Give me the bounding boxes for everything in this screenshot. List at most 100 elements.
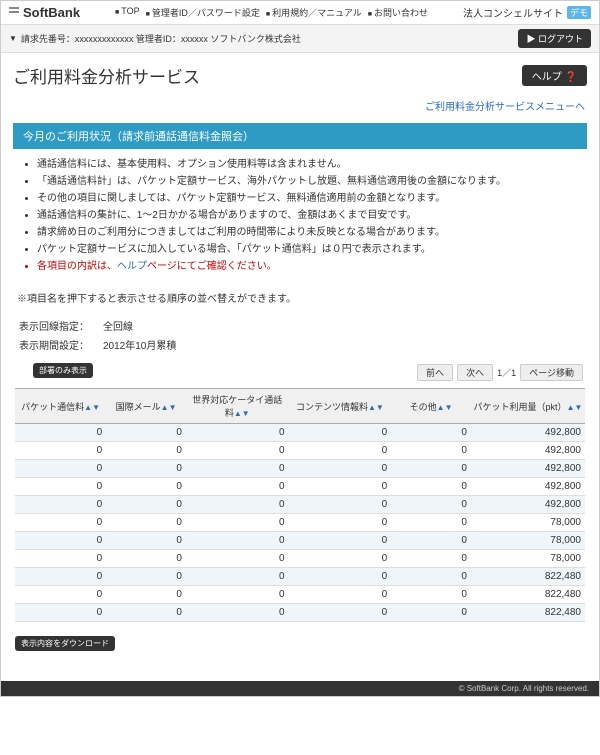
top-header: SoftBank TOP 管理者ID／パスワード設定利用規約／マニュアルお問い合わ… — [1, 1, 599, 25]
table-cell: 78,000 — [471, 514, 585, 532]
help-link[interactable]: ヘルプ — [117, 261, 147, 272]
table-cell: 0 — [15, 550, 106, 568]
column-header[interactable]: コンテンツ情報料▲▼ — [289, 389, 392, 424]
table-cell: 0 — [391, 442, 471, 460]
info-bullet: 通話通信料の集計に、1～2日かかる場合がありますので、金額はあくまで目安です。 — [37, 208, 579, 224]
brand-icon — [9, 7, 19, 19]
nav-link[interactable]: お問い合わせ — [368, 6, 428, 19]
brand: SoftBank — [9, 5, 80, 20]
table-cell: 0 — [15, 424, 106, 442]
table-cell: 0 — [391, 532, 471, 550]
table-cell: 0 — [186, 532, 289, 550]
help-button[interactable]: ヘルプ ❓ — [522, 65, 587, 86]
period-label: 表示期間設定： — [19, 336, 101, 353]
billing-info: 請求先番号：xxxxxxxxxxxxx 管理者ID：xxxxxx ソフトバンク株… — [21, 32, 301, 45]
table-cell: 0 — [289, 604, 392, 622]
pager: 前へ 次へ 1／1 ページ移動 — [417, 364, 583, 381]
table-row: 00000492,800 — [15, 460, 585, 478]
logout-button[interactable]: ▶ ログアウト — [518, 29, 591, 48]
sort-icon[interactable]: ▲▼ — [161, 403, 177, 412]
table-row: 00000492,800 — [15, 442, 585, 460]
table-cell: 0 — [106, 460, 186, 478]
menu-link[interactable]: ご利用料金分析サービスメニューへ — [425, 102, 585, 113]
info-bullet: パケット定額サービスに加入している場合、「パケット通信料」は０円で表示されます。 — [37, 242, 579, 258]
brand-name: SoftBank — [23, 5, 80, 20]
info-bullet: 請求締め日のご利用分につきましてはご利用の時間帯により未反映となる場合があります… — [37, 225, 579, 241]
table-cell: 492,800 — [471, 424, 585, 442]
table-cell: 822,480 — [471, 586, 585, 604]
sort-icon[interactable]: ▲▼ — [368, 403, 384, 412]
table-cell: 0 — [106, 424, 186, 442]
sort-icon[interactable]: ▲▼ — [567, 403, 583, 412]
table-cell: 0 — [289, 568, 392, 586]
table-cell: 0 — [391, 424, 471, 442]
corp-label: 法人コンシェルサイト — [463, 5, 563, 20]
table-cell: 0 — [289, 550, 392, 568]
table-cell: 0 — [15, 532, 106, 550]
table-cell: 78,000 — [471, 532, 585, 550]
nav-link[interactable]: TOP — [115, 6, 140, 19]
column-header[interactable]: 国際メール▲▼ — [106, 389, 186, 424]
table-row: 00000492,800 — [15, 424, 585, 442]
nav-link[interactable]: 利用規約／マニュアル — [266, 6, 362, 19]
table-cell: 0 — [15, 496, 106, 514]
table-cell: 822,480 — [471, 568, 585, 586]
table-cell: 0 — [106, 604, 186, 622]
next-button[interactable]: 次へ — [457, 364, 493, 381]
table-row: 00000492,800 — [15, 496, 585, 514]
sort-icon[interactable]: ▲▼ — [234, 409, 250, 418]
sort-icon[interactable]: ▲▼ — [84, 403, 100, 412]
table-cell: 0 — [186, 424, 289, 442]
table-cell: 0 — [186, 550, 289, 568]
column-header[interactable]: パケット通信料▲▼ — [15, 389, 106, 424]
table-cell: 0 — [391, 604, 471, 622]
table-row: 00000822,480 — [15, 568, 585, 586]
table-row: 0000078,000 — [15, 550, 585, 568]
table-cell: 0 — [186, 514, 289, 532]
dept-only-button[interactable]: 部署のみ表示 — [33, 363, 93, 378]
page-jump-button[interactable]: ページ移動 — [520, 364, 583, 381]
table-cell: 0 — [289, 424, 392, 442]
line-label: 表示回線指定： — [19, 317, 101, 334]
table-cell: 0 — [186, 604, 289, 622]
dropdown-icon[interactable]: ▼ — [9, 34, 17, 43]
table-cell: 0 — [289, 514, 392, 532]
column-header[interactable]: 世界対応ケータイ通話料▲▼ — [186, 389, 289, 424]
table-cell: 0 — [186, 568, 289, 586]
table-row: 0000078,000 — [15, 514, 585, 532]
table-cell: 0 — [391, 460, 471, 478]
table-cell: 0 — [391, 586, 471, 604]
column-header[interactable]: その他▲▼ — [391, 389, 471, 424]
nav-link[interactable]: 管理者ID／パスワード設定 — [146, 6, 260, 19]
download-button[interactable]: 表示内容をダウンロード — [15, 636, 115, 651]
table-cell: 0 — [391, 514, 471, 532]
table-cell: 0 — [289, 532, 392, 550]
table-cell: 0 — [15, 568, 106, 586]
demo-badge: デモ — [567, 6, 591, 19]
table-row: 00000822,480 — [15, 604, 585, 622]
table-cell: 492,800 — [471, 442, 585, 460]
table-cell: 0 — [391, 496, 471, 514]
table-cell: 0 — [289, 442, 392, 460]
table-cell: 0 — [106, 478, 186, 496]
table-cell: 0 — [15, 478, 106, 496]
table-cell: 0 — [106, 568, 186, 586]
sub-bar: ▼ 請求先番号：xxxxxxxxxxxxx 管理者ID：xxxxxx ソフトバン… — [1, 25, 599, 53]
period-value: 2012年10月累積 — [103, 336, 188, 353]
table-cell: 0 — [106, 496, 186, 514]
table-cell: 0 — [289, 478, 392, 496]
sort-note: ※項目名を押下すると表示させる順序の並べ替えができます。 — [1, 284, 599, 315]
column-header[interactable]: パケット利用量（pkt）▲▼ — [471, 389, 585, 424]
table-cell: 0 — [15, 586, 106, 604]
sort-icon[interactable]: ▲▼ — [437, 403, 453, 412]
top-nav: TOP 管理者ID／パスワード設定利用規約／マニュアルお問い合わせ — [115, 6, 428, 19]
footer-copyright: © SoftBank Corp. All rights reserved. — [1, 681, 599, 696]
table-cell: 0 — [186, 496, 289, 514]
corp-area: 法人コンシェルサイト デモ — [463, 5, 591, 20]
info-bullet: その他の項目に関しましては、パケット定額サービス、無料通信適用前の金額となります… — [37, 191, 579, 207]
table-row: 00000822,480 — [15, 586, 585, 604]
table-cell: 492,800 — [471, 478, 585, 496]
table-cell: 0 — [106, 442, 186, 460]
prev-button[interactable]: 前へ — [417, 364, 453, 381]
table-cell: 0 — [106, 550, 186, 568]
